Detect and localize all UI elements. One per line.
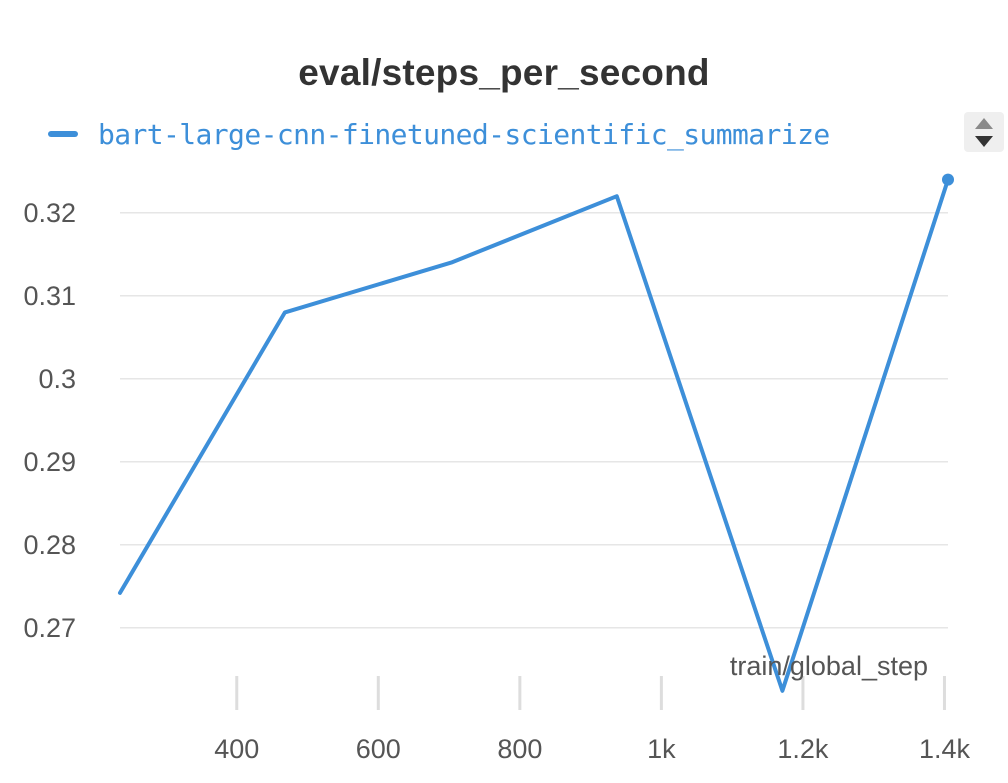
y-tick-label: 0.3	[38, 364, 76, 394]
legend-scroll-button[interactable]	[964, 112, 1004, 152]
series-layer	[118, 173, 954, 693]
x-tick-label: 600	[356, 734, 401, 764]
legend-series-label[interactable]: bart-large-cnn-finetuned-scientific_summ…	[98, 117, 830, 151]
x-tick-label: 1k	[647, 734, 676, 764]
x-tick-marks	[235, 676, 946, 710]
x-axis-title: train/global_step	[730, 651, 928, 681]
legend-swatch	[48, 131, 78, 137]
gridlines	[120, 212, 948, 629]
y-tick-label: 0.29	[23, 447, 76, 477]
chart-title: eval/steps_per_second	[298, 52, 710, 93]
up-down-arrows-icon	[975, 118, 993, 147]
x-tick-label: 1.2k	[777, 734, 829, 764]
y-tick-label: 0.31	[23, 281, 76, 311]
legend: bart-large-cnn-finetuned-scientific_summ…	[48, 114, 830, 154]
x-tick-label: 1.4k	[919, 734, 971, 764]
series-end-point[interactable]	[942, 173, 954, 186]
series-line[interactable]	[118, 177, 950, 693]
x-tick-label: 400	[214, 734, 259, 764]
y-tick-labels: 0.27 0.28 0.29 0.3 0.31 0.32	[23, 198, 76, 643]
y-tick-label: 0.28	[23, 530, 76, 560]
x-tick-label: 800	[497, 734, 542, 764]
x-tick-labels: 400 600 800 1k 1.2k 1.4k	[214, 734, 970, 764]
y-tick-label: 0.32	[23, 198, 76, 228]
y-tick-label: 0.27	[23, 613, 76, 643]
